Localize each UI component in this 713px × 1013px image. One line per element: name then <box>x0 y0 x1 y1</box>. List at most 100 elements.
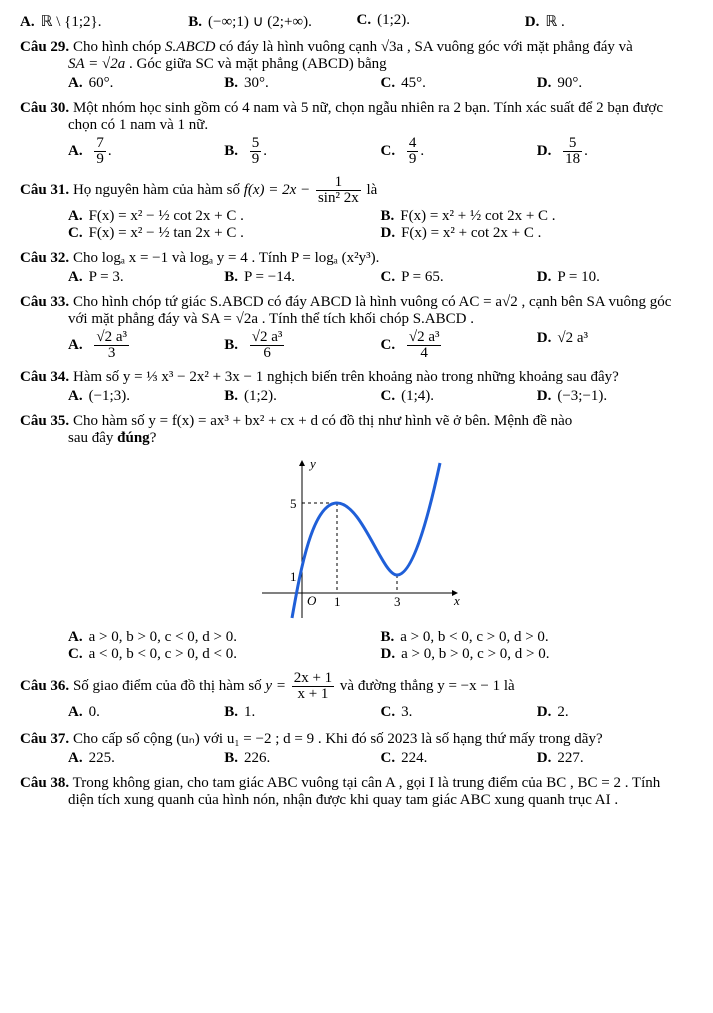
frac: 1sin² 2x <box>316 175 361 206</box>
q35-options: A.a > 0, b > 0, c < 0, d > 0. B. a > 0, b… <box>20 629 693 663</box>
q33-opt-d: D.√2 a³ <box>537 330 693 361</box>
opt-label: B. <box>224 388 238 404</box>
q37-options: A.225. B.226. C.224. D.227. <box>20 750 693 767</box>
q31-opt-b: B.F(x) = x² + ½ cot 2x + C . <box>381 208 694 225</box>
opt-text: (1;4). <box>401 388 434 404</box>
opt-text: 60°. <box>89 75 114 91</box>
q33-options: A. √2 a³3 B. √2 a³6 C. √2 a³4 D.√2 a³ <box>20 330 693 361</box>
q37-opt-c: C.224. <box>381 750 537 767</box>
frac: 79 <box>94 136 106 167</box>
q29: Câu 29. Cho hình chóp S.ABCD có đáy là h… <box>20 39 693 73</box>
q30-text: Một nhóm học sinh gồm có 4 nam và 5 nữ, … <box>73 100 663 116</box>
frac: √2 a³4 <box>407 330 442 361</box>
q31-text-2: là <box>366 182 377 198</box>
opt-label: B. <box>381 629 395 645</box>
num: 5 <box>563 136 582 151</box>
q29-opt-b: B.30°. <box>224 75 380 92</box>
origin-label: O <box>307 593 317 608</box>
q31-options: A.F(x) = x² − ½ cot 2x + C . B.F(x) = x²… <box>20 208 693 242</box>
opt-label: B. <box>224 269 238 285</box>
q29-line2: SA = √2a . Góc giữa SC và mặt phẳng (ABC… <box>20 56 693 73</box>
num: √2 a³ <box>250 330 285 345</box>
opt-text: F(x) = x² − ½ tan 2x + C . <box>89 225 244 241</box>
opt-label: D. <box>537 330 552 346</box>
q30-label: Câu 30. <box>20 100 69 116</box>
opt-text: ℝ . <box>545 14 564 30</box>
opt-label: D. <box>537 388 552 404</box>
opt-label: C. <box>68 225 83 241</box>
den: 6 <box>250 345 285 361</box>
q30-options: A. 79. B. 59. C. 49. D. 518. <box>20 136 693 167</box>
q35-opt-c: C.a < 0, b < 0, c > 0, d < 0. <box>68 646 381 663</box>
opt-text: P = 10. <box>557 269 600 285</box>
opt-label: D. <box>537 143 552 159</box>
q36-opt-a: A.0. <box>68 704 224 721</box>
opt-label: A. <box>68 143 83 159</box>
q28-options: A.ℝ \ {1;2}. B.(−∞;1) ∪ (2;+∞). C.(1;2).… <box>20 12 693 31</box>
opt-label: B. <box>381 208 395 224</box>
q35-label: Câu 35. <box>20 413 69 429</box>
opt-label: D. <box>537 75 552 91</box>
q36-opt-d: D. 2. <box>537 704 693 721</box>
den: 3 <box>94 345 129 361</box>
q36: Câu 36. Số giao điểm của đồ thị hàm số y… <box>20 671 693 702</box>
opt-label: A. <box>68 75 83 91</box>
opt-label: C. <box>381 337 396 353</box>
num: √2 a³ <box>407 330 442 345</box>
q37: Câu 37. Cho cấp số cộng (uₙ) với u₁ = −2… <box>20 729 693 748</box>
q31-label: Câu 31. <box>20 182 69 198</box>
y-axis-label: y <box>308 456 316 471</box>
opt-text: 2. <box>557 704 568 720</box>
q37-opt-d: D.227. <box>537 750 693 767</box>
q38-label: Câu 38. <box>20 775 69 791</box>
q32-opt-b: B. P = −14. <box>224 269 380 286</box>
q29-label: Câu 29. <box>20 39 69 55</box>
q29-line2b: . Góc giữa SC và mặt phẳng (ABCD) bằng <box>129 56 387 72</box>
opt-text: F(x) = x² − ½ cot 2x + C . <box>89 208 244 224</box>
opt-label: D. <box>537 269 552 285</box>
q29-text-3: , SA vuông góc với mặt phẳng đáy và <box>407 39 633 55</box>
opt-label: A. <box>68 269 83 285</box>
q30-opt-d: D. 518. <box>537 136 693 167</box>
den: sin² 2x <box>316 190 361 206</box>
opt-text: (−1;3). <box>89 388 130 404</box>
opt-text: P = 3. <box>89 269 124 285</box>
q36-label: Câu 36. <box>20 678 69 694</box>
q35-opt-a: A.a > 0, b > 0, c < 0, d > 0. <box>68 629 381 646</box>
q32-opt-a: A. P = 3. <box>68 269 224 286</box>
q32-options: A. P = 3. B. P = −14. C.P = 65. D. P = 10. <box>20 269 693 286</box>
opt-text: (1;2). <box>377 12 410 28</box>
q31: Câu 31. Họ nguyên hàm của hàm số f(x) = … <box>20 175 693 206</box>
opt-text: a < 0, b < 0, c > 0, d < 0. <box>89 646 237 662</box>
opt-label: C. <box>381 75 396 91</box>
q33-opt-b: B. √2 a³6 <box>224 330 380 361</box>
q31-fx: f(x) = 2x − <box>244 182 310 198</box>
q30-opt-a: A. 79. <box>68 136 224 167</box>
q33-line2: với mặt phẳng đáy và SA = √2a . Tính thể… <box>20 311 693 328</box>
opt-text: ℝ \ {1;2}. <box>41 14 102 30</box>
q36-opt-b: B.1. <box>224 704 380 721</box>
opt-label: A. <box>68 337 83 353</box>
opt-label: A. <box>68 750 83 766</box>
opt-label: A. <box>68 388 83 404</box>
opt-text: P = −14. <box>244 269 295 285</box>
frac: √2 a³3 <box>94 330 129 361</box>
opt-label: B. <box>224 750 238 766</box>
opt-text: 90°. <box>557 75 582 91</box>
num: √2 a³ <box>94 330 129 345</box>
q35-opt-d: D.a > 0, b > 0, c > 0, d > 0. <box>381 646 694 663</box>
opt-text: P = 65. <box>401 269 444 285</box>
q33: Câu 33. Cho hình chóp tứ giác S.ABCD có … <box>20 294 693 328</box>
q34-text: Hàm số y = ⅓ x³ − 2x² + 3x − 1 nghịch bi… <box>73 369 619 385</box>
q31-text-1: Họ nguyên hàm của hàm số <box>73 182 244 198</box>
q36-options: A.0. B.1. C.3. D.2. <box>20 704 693 721</box>
opt-text: a > 0, b > 0, c > 0, d > 0. <box>401 646 549 662</box>
opt-label: C. <box>381 388 396 404</box>
q37-opt-b: B.226. <box>224 750 380 767</box>
q34: Câu 34. Hàm số y = ⅓ x³ − 2x² + 3x − 1 n… <box>20 369 693 386</box>
q32-opt-c: C.P = 65. <box>381 269 537 286</box>
q33-label: Câu 33. <box>20 294 69 310</box>
opt-label: D. <box>537 704 552 720</box>
opt-text: a > 0, b > 0, c < 0, d > 0. <box>89 629 237 645</box>
num: 7 <box>94 136 106 151</box>
